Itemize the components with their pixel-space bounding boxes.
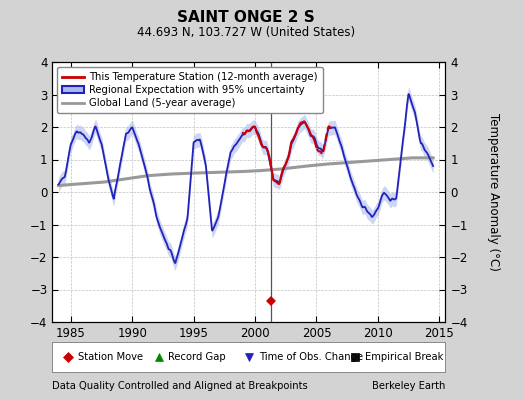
Text: Time of Obs. Change: Time of Obs. Change bbox=[259, 352, 363, 362]
Text: Record Gap: Record Gap bbox=[168, 352, 226, 362]
Text: 44.693 N, 103.727 W (United States): 44.693 N, 103.727 W (United States) bbox=[137, 26, 355, 39]
Text: SAINT ONGE 2 S: SAINT ONGE 2 S bbox=[178, 10, 315, 25]
Text: Berkeley Earth: Berkeley Earth bbox=[372, 381, 445, 391]
Y-axis label: Temperature Anomaly (°C): Temperature Anomaly (°C) bbox=[487, 113, 500, 271]
Text: Empirical Break: Empirical Break bbox=[365, 352, 443, 362]
Text: Station Move: Station Move bbox=[78, 352, 143, 362]
Legend: This Temperature Station (12-month average), Regional Expectation with 95% uncer: This Temperature Station (12-month avera… bbox=[58, 67, 323, 113]
Text: Data Quality Controlled and Aligned at Breakpoints: Data Quality Controlled and Aligned at B… bbox=[52, 381, 308, 391]
